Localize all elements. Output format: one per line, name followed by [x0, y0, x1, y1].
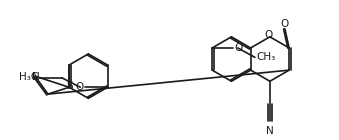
Text: S: S	[66, 81, 73, 91]
Text: H₃C: H₃C	[19, 72, 38, 81]
Text: N: N	[266, 126, 274, 136]
Text: O: O	[234, 43, 243, 53]
Text: CH₃: CH₃	[256, 52, 275, 62]
Text: O: O	[264, 30, 272, 40]
Text: O: O	[281, 19, 289, 29]
Text: O: O	[76, 82, 84, 92]
Text: N: N	[32, 72, 39, 82]
